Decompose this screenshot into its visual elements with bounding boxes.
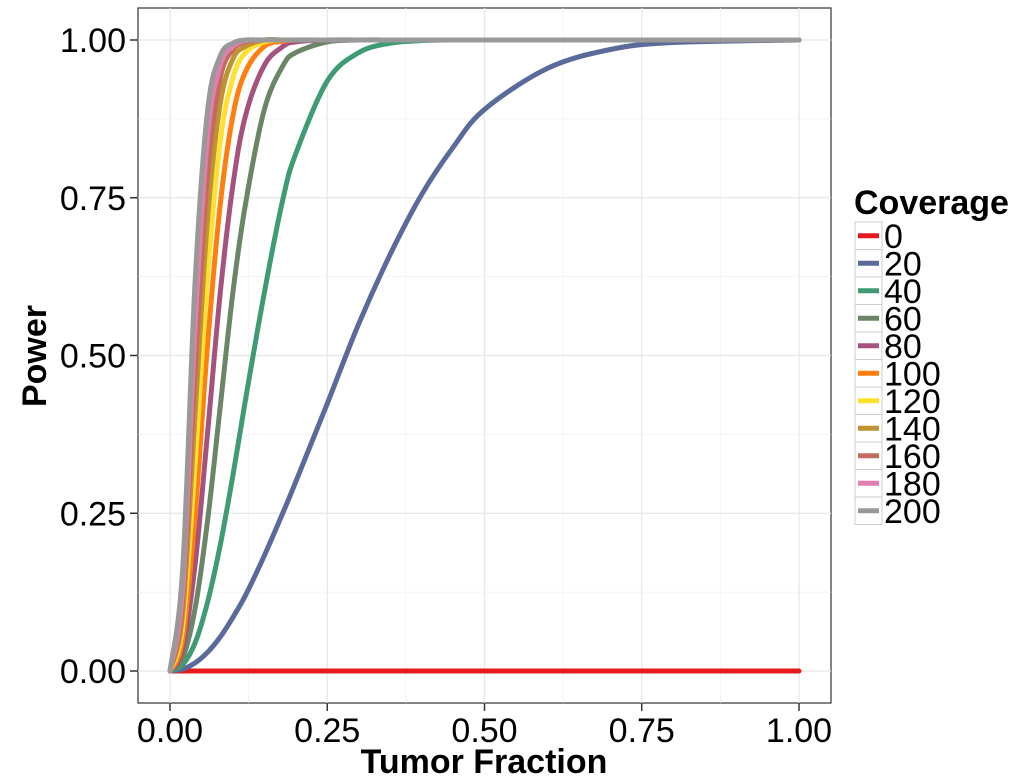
y-tick-label: 0.75: [60, 180, 126, 218]
y-tick-label: 0.50: [60, 338, 126, 376]
legend-label: 180: [884, 465, 941, 503]
x-tick-label: 0.75: [609, 712, 675, 750]
legend-item-20: 20: [854, 245, 922, 283]
legend-item-80: 80: [854, 328, 922, 366]
legend-label: 160: [884, 438, 941, 476]
legend-item-160: 160: [854, 438, 941, 476]
legend-label: 120: [884, 383, 941, 421]
x-axis: 0.00 0.25 0.50 0.75 1.00: [137, 703, 832, 750]
x-tick-label: 0.50: [451, 712, 517, 750]
x-tick-label: 0.25: [294, 712, 360, 750]
y-tick-label: 0.00: [60, 653, 126, 691]
y-tick-label: 1.00: [60, 22, 126, 60]
legend-item-0: 0: [854, 218, 903, 256]
legend-item-100: 100: [854, 355, 941, 393]
legend-item-60: 60: [854, 300, 922, 338]
legend-label: 100: [884, 355, 941, 393]
x-tick-label: 0.00: [137, 712, 203, 750]
legend-label: 20: [884, 245, 922, 283]
y-tick-label: 0.25: [60, 495, 126, 533]
legend-item-120: 120: [854, 383, 941, 421]
series-line-200: [167, 37, 802, 674]
legend-item-180: 180: [854, 465, 941, 503]
legend-label: 80: [884, 328, 922, 366]
y-axis: 0.00 0.25 0.50 0.75 1.00: [60, 22, 138, 691]
series-lines: [167, 37, 802, 674]
legend-item-40: 40: [854, 273, 922, 311]
legend-label: 140: [884, 410, 941, 448]
x-axis-title: Tumor Fraction: [361, 743, 608, 778]
legend-title: Coverage: [854, 184, 1009, 222]
legend-item-200: 200: [854, 493, 941, 531]
y-axis-title: Power: [16, 305, 54, 407]
legend-label: 200: [884, 493, 941, 531]
x-tick-label: 1.00: [766, 712, 832, 750]
legend-label: 0: [884, 218, 903, 256]
series-line-20: [167, 37, 802, 674]
legend-label: 60: [884, 300, 922, 338]
legend-label: 40: [884, 273, 922, 311]
